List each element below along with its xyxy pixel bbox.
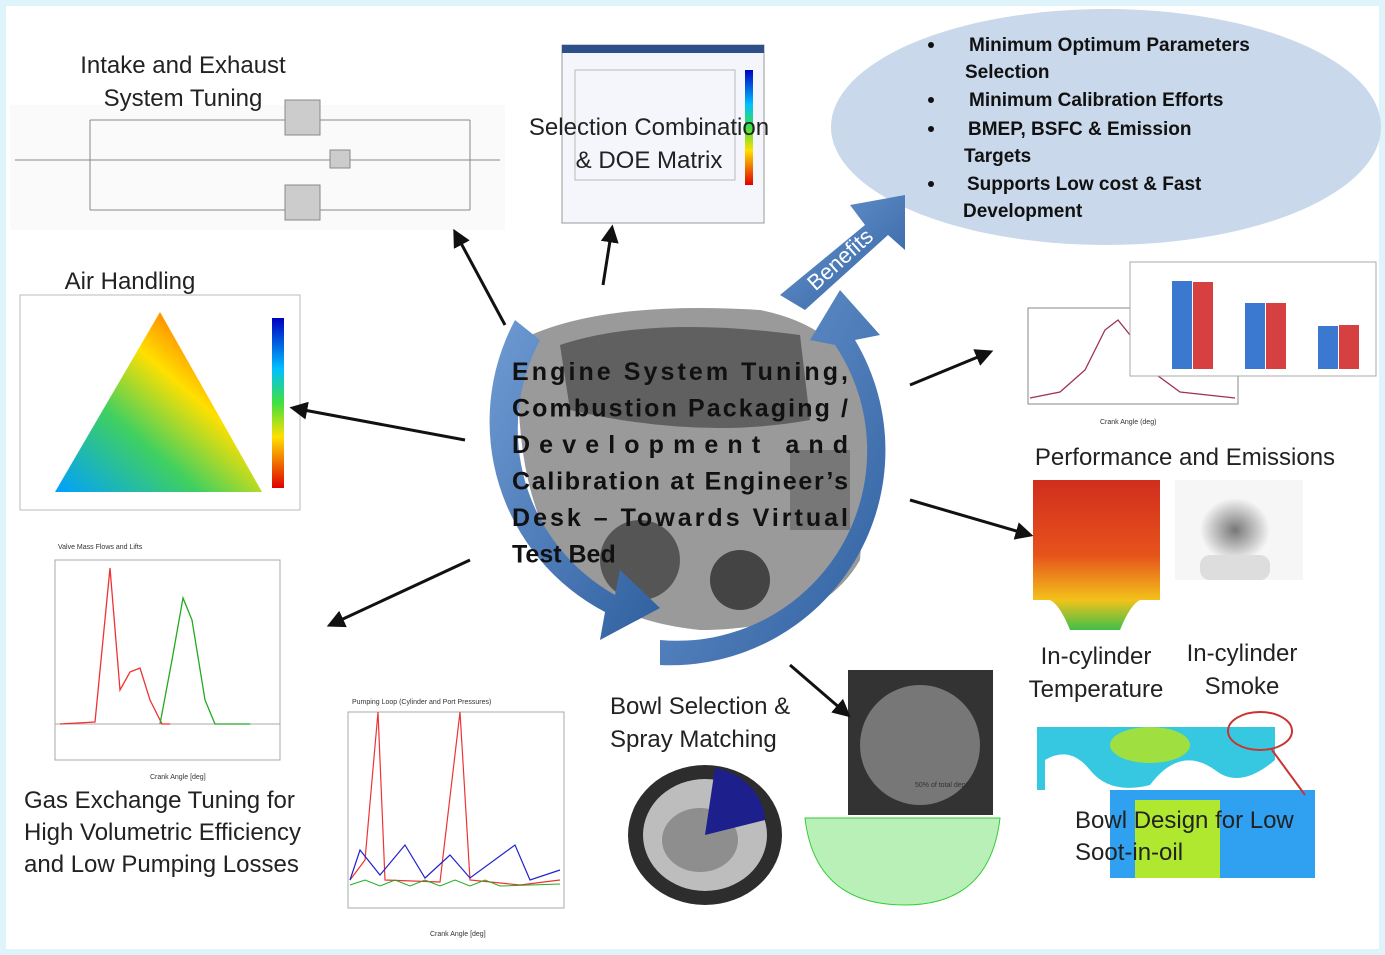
- benefit-line: Targets: [964, 146, 1031, 167]
- section-label: Soot-in-oil: [1075, 839, 1183, 866]
- section-label: Selection Combination: [529, 114, 769, 141]
- benefit-line: Minimum Optimum Parameters: [969, 35, 1250, 56]
- section-label: Air Handling: [65, 268, 196, 295]
- air-handling-map: [20, 295, 300, 510]
- benefit-line: BMEP, BSFC & Emission: [968, 119, 1191, 140]
- piston-bowl: [628, 765, 782, 905]
- section-label: and Low Pumping Losses: [24, 851, 299, 878]
- photo-note: 50% of total depth: [915, 782, 972, 789]
- section-label: System Tuning: [104, 85, 263, 112]
- benefit-line: Selection: [965, 62, 1049, 83]
- center-line: Desk – Towards Virtual: [512, 504, 848, 532]
- diagram: Minimum Optimum Parameters Selection Minim…: [0, 0, 1385, 955]
- center-line: Engine System Tuning,: [512, 358, 848, 386]
- section-label: Intake and Exhaust: [80, 52, 286, 79]
- center-line: Combustion Packaging /: [512, 395, 848, 423]
- section-label: Bowl Selection &: [610, 693, 790, 720]
- section-label: High Volumetric Efficiency: [24, 819, 301, 846]
- benefit-line: Development: [963, 201, 1083, 222]
- section-label: In-cylinder: [1041, 643, 1152, 670]
- bullet: [928, 97, 934, 103]
- mini-title: Valve Mass Flows and Lifts: [58, 544, 143, 551]
- smoke-plot: [1175, 480, 1303, 580]
- section-label: Spray Matching: [610, 726, 777, 753]
- mini-axis-label: Crank Angle [deg]: [150, 774, 206, 781]
- section-label: In-cylinder: [1187, 640, 1298, 667]
- bullet: [928, 42, 934, 48]
- section-label: Performance and Emissions: [1035, 444, 1335, 471]
- bullet: [928, 126, 934, 132]
- section-label: Gas Exchange Tuning for: [24, 787, 295, 814]
- bullet: [928, 181, 934, 187]
- page: {"center_text": ["Engine System Tuning,"…: [0, 0, 1385, 955]
- section-label: Smoke: [1205, 673, 1280, 700]
- section-label: Bowl Design for Low: [1075, 807, 1294, 834]
- center-line: Development and: [512, 431, 848, 459]
- center-line: Calibration at Engineer’s: [512, 468, 848, 496]
- center-line: Test Bed: [512, 541, 616, 569]
- mini-title: Pumping Loop (Cylinder and Port Pressure…: [352, 699, 491, 706]
- benefit-line: Supports Low cost & Fast: [967, 174, 1202, 195]
- section-label: & DOE Matrix: [576, 147, 723, 174]
- mini-axis-label: Crank Angle [deg]: [430, 931, 486, 938]
- spray-photo: 50% of total depth: [848, 670, 993, 815]
- section-label: Temperature: [1029, 676, 1164, 703]
- mini-axis-label: Crank Angle (deg): [1100, 419, 1156, 426]
- intake-schematic: [10, 100, 505, 230]
- benefit-line: Minimum Calibration Efforts: [969, 90, 1223, 111]
